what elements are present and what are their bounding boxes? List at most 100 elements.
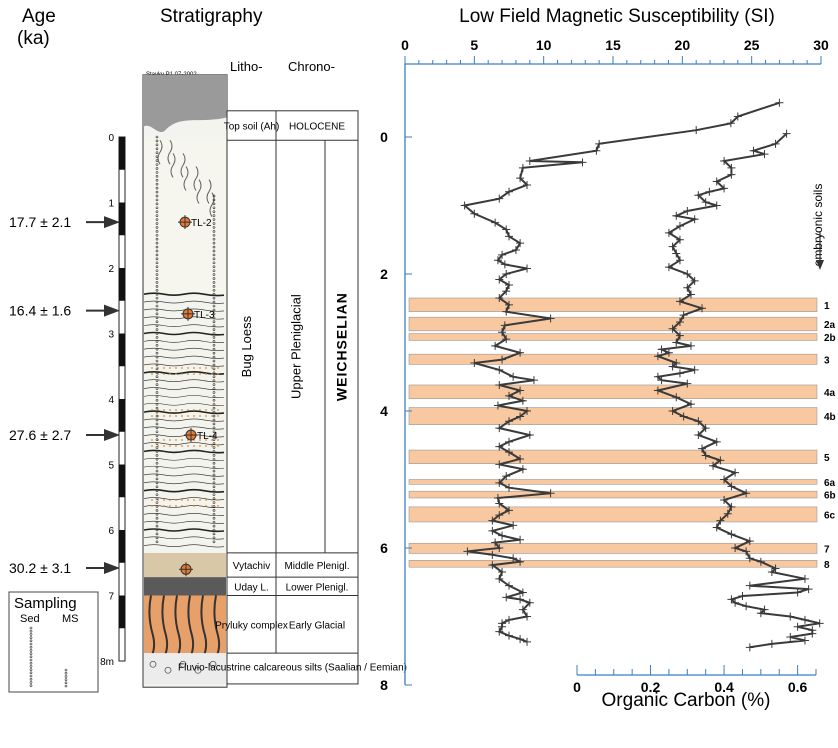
oc-series-point xyxy=(800,574,809,583)
sed-mark xyxy=(29,626,33,630)
ms-series-point xyxy=(505,417,513,426)
lamination xyxy=(143,512,225,516)
oc-series-point xyxy=(672,393,681,402)
sample-dot xyxy=(212,218,216,221)
oc-series-point xyxy=(720,475,729,484)
sample-dot xyxy=(212,343,216,347)
sample-dot xyxy=(212,300,216,304)
scale-segment xyxy=(119,202,125,236)
lamination xyxy=(143,292,225,297)
sample-dot xyxy=(212,450,216,453)
oc-series-point xyxy=(686,341,695,350)
sample-dot xyxy=(155,269,159,272)
age-arrowhead xyxy=(104,429,120,442)
sample-dot xyxy=(212,410,216,414)
lamination xyxy=(143,324,225,328)
oc-series-point xyxy=(767,639,776,648)
ms-series-point xyxy=(525,430,534,439)
lamination xyxy=(143,395,225,399)
ms-tick-label: 0 xyxy=(401,37,409,53)
sed-mark xyxy=(29,658,33,662)
oc-series-point xyxy=(727,482,736,491)
ms-series-point xyxy=(523,612,532,621)
sample-dot xyxy=(155,320,159,324)
sample-dot xyxy=(212,261,216,265)
ms-series-point xyxy=(505,581,513,590)
shell-mark xyxy=(149,660,157,668)
sample-dot xyxy=(155,241,159,245)
sample-dot xyxy=(212,355,216,359)
sample-dot xyxy=(212,379,216,382)
age-header: Age xyxy=(22,6,56,27)
scale-segment xyxy=(119,137,125,170)
sample-dot xyxy=(155,253,159,257)
ms-axis-title: Low Field Magnetic Susceptibility (SI) xyxy=(459,6,775,27)
ms-series-point xyxy=(491,341,500,350)
ms-series-point xyxy=(546,314,555,323)
age-arrowhead xyxy=(104,216,120,229)
oc-series-point xyxy=(668,407,677,415)
sample-dot xyxy=(212,477,216,481)
oc-series-point xyxy=(815,619,824,628)
oc-series-point xyxy=(679,412,688,421)
ms-series-point xyxy=(516,557,525,566)
sample-dot xyxy=(155,355,159,359)
sample-dot xyxy=(155,359,159,363)
sampling-sed: Sed xyxy=(20,613,40,625)
sample-dot xyxy=(212,226,216,229)
ms-tick-label: 20 xyxy=(675,37,691,53)
sample-dot xyxy=(212,399,216,402)
ms-series-point xyxy=(495,442,504,451)
sample-dot xyxy=(212,308,216,312)
sample-dot xyxy=(212,387,216,390)
sample-dot xyxy=(155,505,159,508)
oc-series-point xyxy=(716,516,725,525)
ms-series-point xyxy=(498,567,507,576)
oc-series-point xyxy=(657,376,666,385)
sample-dot xyxy=(155,163,159,166)
lamination xyxy=(143,434,225,438)
sample-dot xyxy=(155,438,159,441)
sample-dot xyxy=(155,509,159,512)
sample-dot xyxy=(212,426,216,430)
sample-dot xyxy=(155,202,159,206)
sample-dot xyxy=(212,406,216,410)
root-mark xyxy=(174,595,182,658)
scale-segment xyxy=(119,399,125,432)
sample-dot xyxy=(212,430,216,434)
sed-mark xyxy=(29,661,33,665)
ms-tick-label: 30 xyxy=(813,37,829,53)
ms-series-point xyxy=(495,380,504,389)
soil-band xyxy=(408,490,818,499)
ms-series-point xyxy=(495,574,504,583)
soil-band-label: 3 xyxy=(824,355,830,366)
oc-series-point xyxy=(675,317,684,326)
chrono-label: Middle Plenigl. xyxy=(284,561,349,572)
oc-series-point xyxy=(701,198,710,207)
age-label: 16.4 ± 1.6 xyxy=(9,303,71,319)
ms-series-point xyxy=(509,521,518,530)
oc-series-point xyxy=(727,530,736,539)
root-mark xyxy=(187,595,195,658)
sample-dot xyxy=(155,300,159,304)
oc-series-point xyxy=(694,417,703,426)
ms-series-point xyxy=(500,260,509,269)
sample-dot xyxy=(155,261,159,265)
ms-series-point xyxy=(523,637,532,646)
oc-series-point xyxy=(745,537,754,546)
oc-series-point xyxy=(664,228,673,237)
sample-dot xyxy=(155,316,159,320)
depth-tick-label: 2 xyxy=(380,266,388,282)
sample-dot xyxy=(155,135,159,139)
root-mark xyxy=(161,595,169,658)
litho-label: Vytachiv xyxy=(233,561,270,572)
ms-series-point xyxy=(516,386,525,395)
sample-dot xyxy=(155,426,159,430)
age-arrowhead xyxy=(104,561,120,574)
soil-band-label: 2b xyxy=(824,333,836,344)
oc-series-point xyxy=(745,554,754,563)
soil-band xyxy=(408,384,818,399)
sample-dot xyxy=(212,336,216,339)
ms-series-point xyxy=(516,595,525,604)
sample-dot xyxy=(212,214,216,217)
